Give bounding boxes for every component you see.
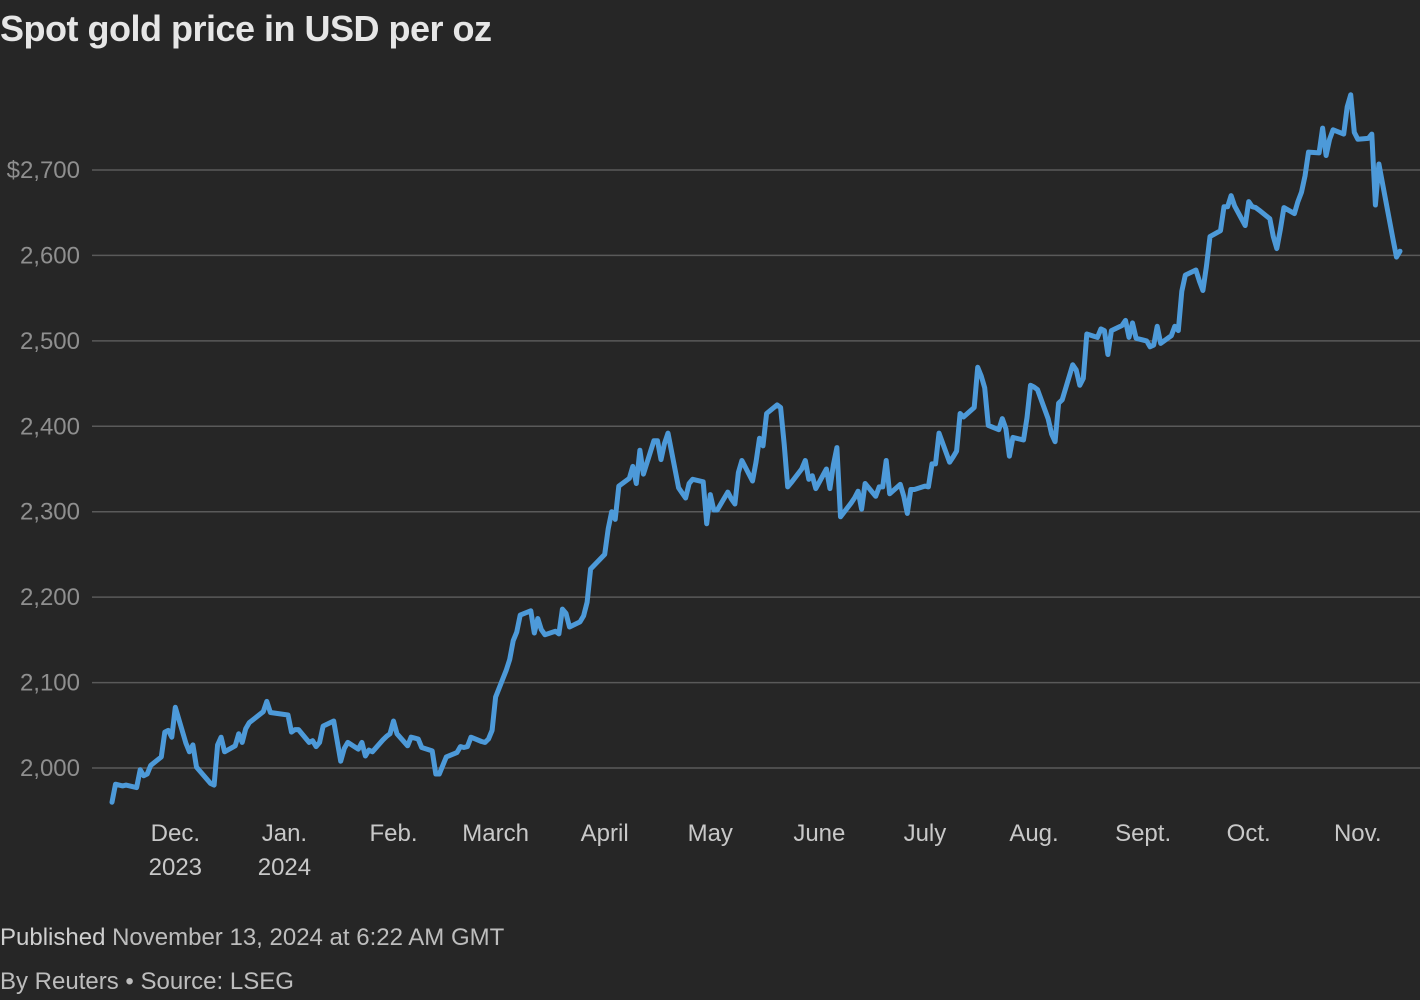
source-text: Source: LSEG: [140, 968, 294, 995]
x-tick-label: April: [581, 820, 629, 847]
x-tick-label: Sept.: [1115, 820, 1171, 847]
x-tick-label: Aug.: [1009, 820, 1058, 847]
x-tick-label: June: [793, 820, 845, 847]
y-tick-label: 2,100: [20, 670, 80, 697]
y-axis-tick-labels: 2,000 2,100 2,200 2,300 2,400 2,500 2,600 $2,70…: [7, 157, 80, 782]
gridlines: [92, 169, 1420, 769]
x-tick-year-label: 2023: [149, 854, 202, 881]
y-tick-label: 2,600: [20, 242, 80, 269]
y-tick-label: 2,500: [20, 328, 80, 355]
published-date: November 13, 2024 at 6:22 AM GMT: [112, 924, 505, 951]
x-tick-label: Dec.: [151, 820, 200, 847]
line-chart: 2,000 2,100 2,200 2,300 2,400 2,500 2,600 $2,70…: [7, 92, 1420, 881]
y-tick-label: 2,200: [20, 584, 80, 611]
y-tick-label: 2,400: [20, 413, 80, 440]
x-tick-label: March: [462, 820, 529, 847]
y-tick-label: 2,300: [20, 499, 80, 526]
source-line: By Reuters • Source: LSEG: [0, 968, 294, 996]
published-line: Published November 13, 2024 at 6:22 AM G…: [0, 924, 504, 952]
y-tick-label: 2,000: [20, 755, 80, 782]
x-axis-tick-labels: Dec. 2023 Jan. 2024 Feb. March April May June Jul…: [149, 820, 1382, 881]
published-label: Published: [0, 924, 106, 951]
chart-title: Spot gold price in USD per oz: [0, 8, 492, 49]
x-tick-label: Feb.: [370, 820, 418, 847]
x-tick-year-label: 2024: [258, 854, 311, 881]
x-tick-label: Nov.: [1334, 820, 1382, 847]
gold-price-line: [109, 92, 1403, 805]
series-layer: [109, 92, 1403, 805]
x-tick-label: Oct.: [1227, 820, 1271, 847]
y-tick-label: $2,700: [7, 157, 80, 184]
x-tick-label: May: [688, 820, 733, 847]
x-tick-label: Jan.: [262, 820, 307, 847]
byline: By Reuters: [0, 968, 119, 995]
separator: •: [125, 968, 134, 995]
x-tick-label: July: [904, 820, 947, 847]
